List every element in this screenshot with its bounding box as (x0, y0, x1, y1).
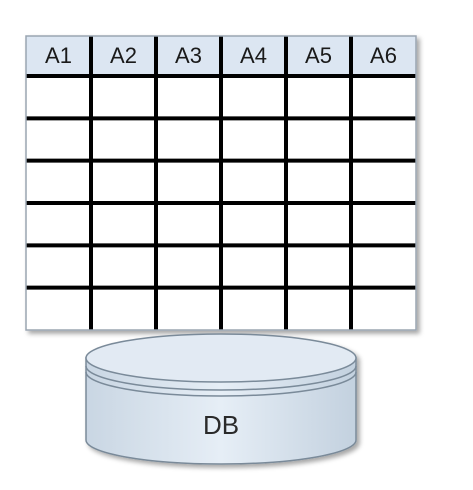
data-table (25, 35, 417, 331)
column-header-a5: A5 (305, 43, 332, 68)
table-header-row: A1 A2 A3 A4 A5 A6 (45, 43, 397, 68)
column-header-a1: A1 (45, 43, 72, 68)
database-label: DB (203, 410, 239, 440)
column-header-a2: A2 (110, 43, 137, 68)
database-body (85, 357, 357, 465)
database-cylinder (85, 333, 357, 465)
column-header-a4: A4 (240, 43, 267, 68)
table-grid (26, 36, 416, 330)
database-band (85, 371, 357, 397)
database-top (85, 333, 357, 383)
database-band (85, 365, 357, 391)
column-header-a6: A6 (370, 43, 397, 68)
column-header-a3: A3 (175, 43, 202, 68)
table-border (25, 35, 417, 331)
